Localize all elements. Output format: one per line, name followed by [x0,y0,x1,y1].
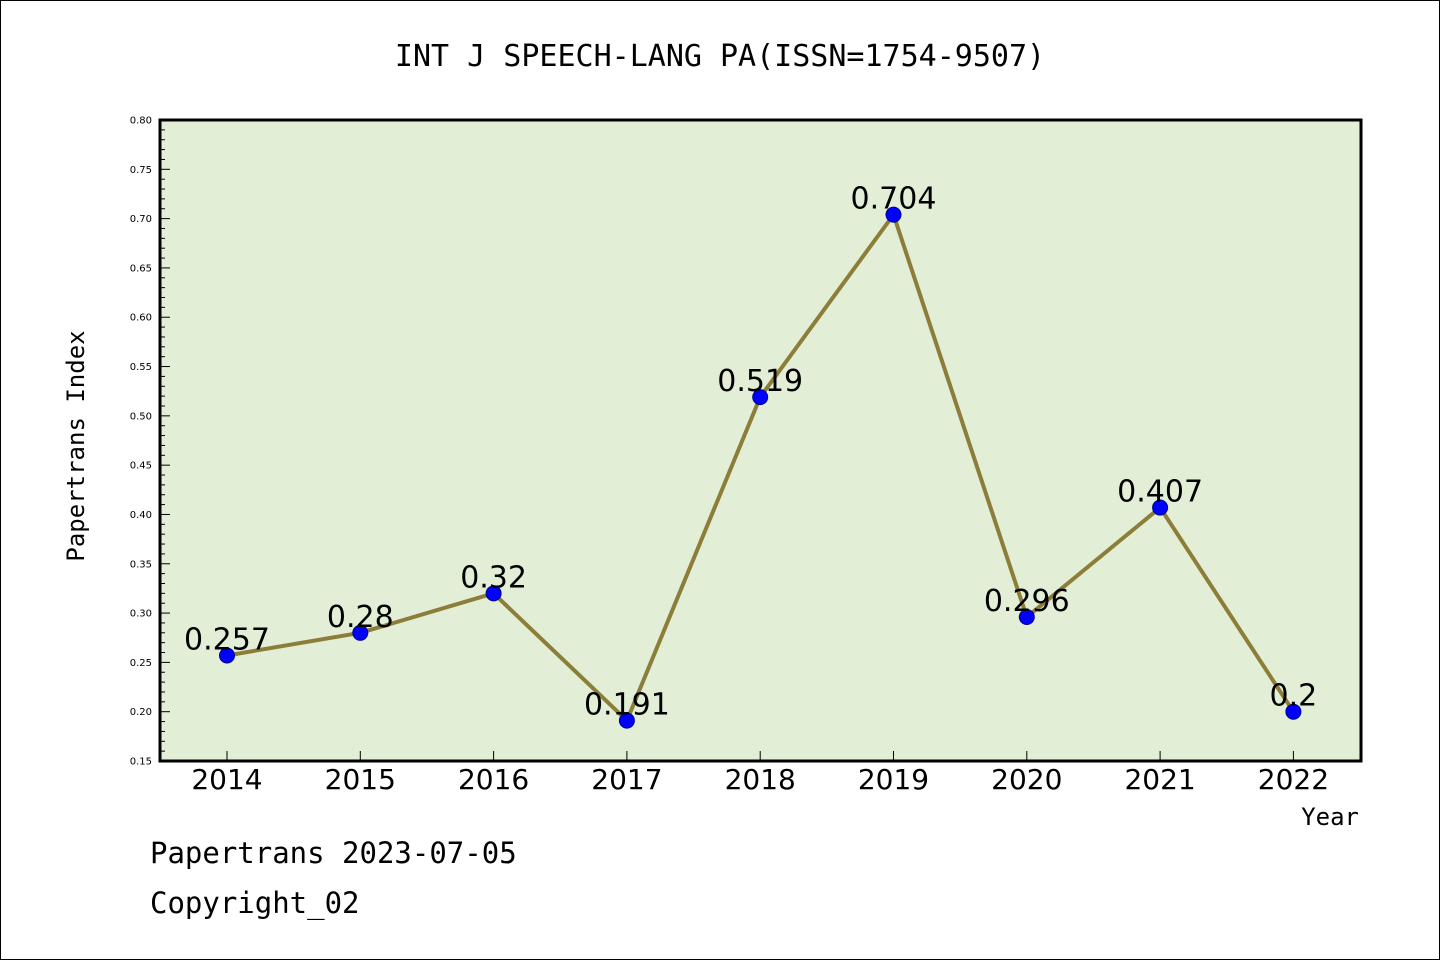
x-tick-label: 2021 [1124,763,1195,796]
data-point [352,624,369,641]
chart-title: INT J SPEECH-LANG PA(ISSN=1754-9507) [395,39,1045,74]
data-point [219,647,235,664]
x-axis-title: Year [1301,803,1359,831]
y-tick-label: 0.40 [130,510,152,521]
x-axis-ticks: 2014 2015 2016 2017 2018 2019 2020 2021 2022 [191,751,1329,796]
data-point [1152,499,1169,516]
plot-area [160,120,1361,761]
data-label: 0.257 [184,622,270,657]
data-label: 0.519 [717,364,803,399]
y-tick-label: 0.30 [130,609,152,620]
x-tick-label: 2020 [991,763,1062,796]
data-label: 0.28 [327,600,394,635]
series-markers [219,206,1302,729]
x-tick-label: 2016 [458,763,529,796]
x-tick-label: 2015 [325,763,396,796]
data-point [885,206,902,223]
data-label: 0.296 [984,584,1070,619]
data-label: 0.704 [851,182,937,217]
x-tick-label: 2022 [1258,763,1329,796]
data-labels: 0.257 0.28 0.32 0.191 0.519 0.704 0.296 0.407 0.… [184,182,1317,723]
y-tick-label: 0.15 [130,757,152,768]
y-tick-label: 0.35 [130,559,152,570]
data-point [752,389,769,406]
data-label: 0.2 [1270,679,1318,714]
x-tick-label: 2018 [725,763,796,796]
y-tick-label: 0.75 [130,165,152,176]
data-label: 0.32 [460,560,527,595]
data-label: 0.191 [584,688,670,723]
footer-date-line: Papertrans 2023-07-05 [150,836,517,870]
data-point [1285,703,1302,720]
y-tick-label: 0.25 [130,658,152,669]
y-tick-label: 0.70 [130,214,152,225]
x-tick-label: 2017 [591,763,662,796]
y-axis-title: Papertrans Index [62,330,90,561]
data-point [485,585,502,602]
y-tick-label: 0.60 [130,313,152,324]
plot-border [158,118,1363,763]
y-tick-label: 0.20 [130,707,152,718]
x-tick-label: 2014 [191,763,262,796]
x-tick-label: 2019 [858,763,929,796]
y-tick-label: 0.45 [130,461,152,472]
data-label: 0.407 [1117,475,1203,510]
y-tick-label: 0.65 [130,263,152,274]
data-point [618,712,635,729]
data-point [1018,609,1035,626]
footer-copyright-line: Copyright_02 [150,886,360,920]
y-tick-label: 0.50 [130,411,152,422]
y-tick-label: 0.80 [130,116,152,127]
y-tick-label: 0.55 [130,362,152,373]
